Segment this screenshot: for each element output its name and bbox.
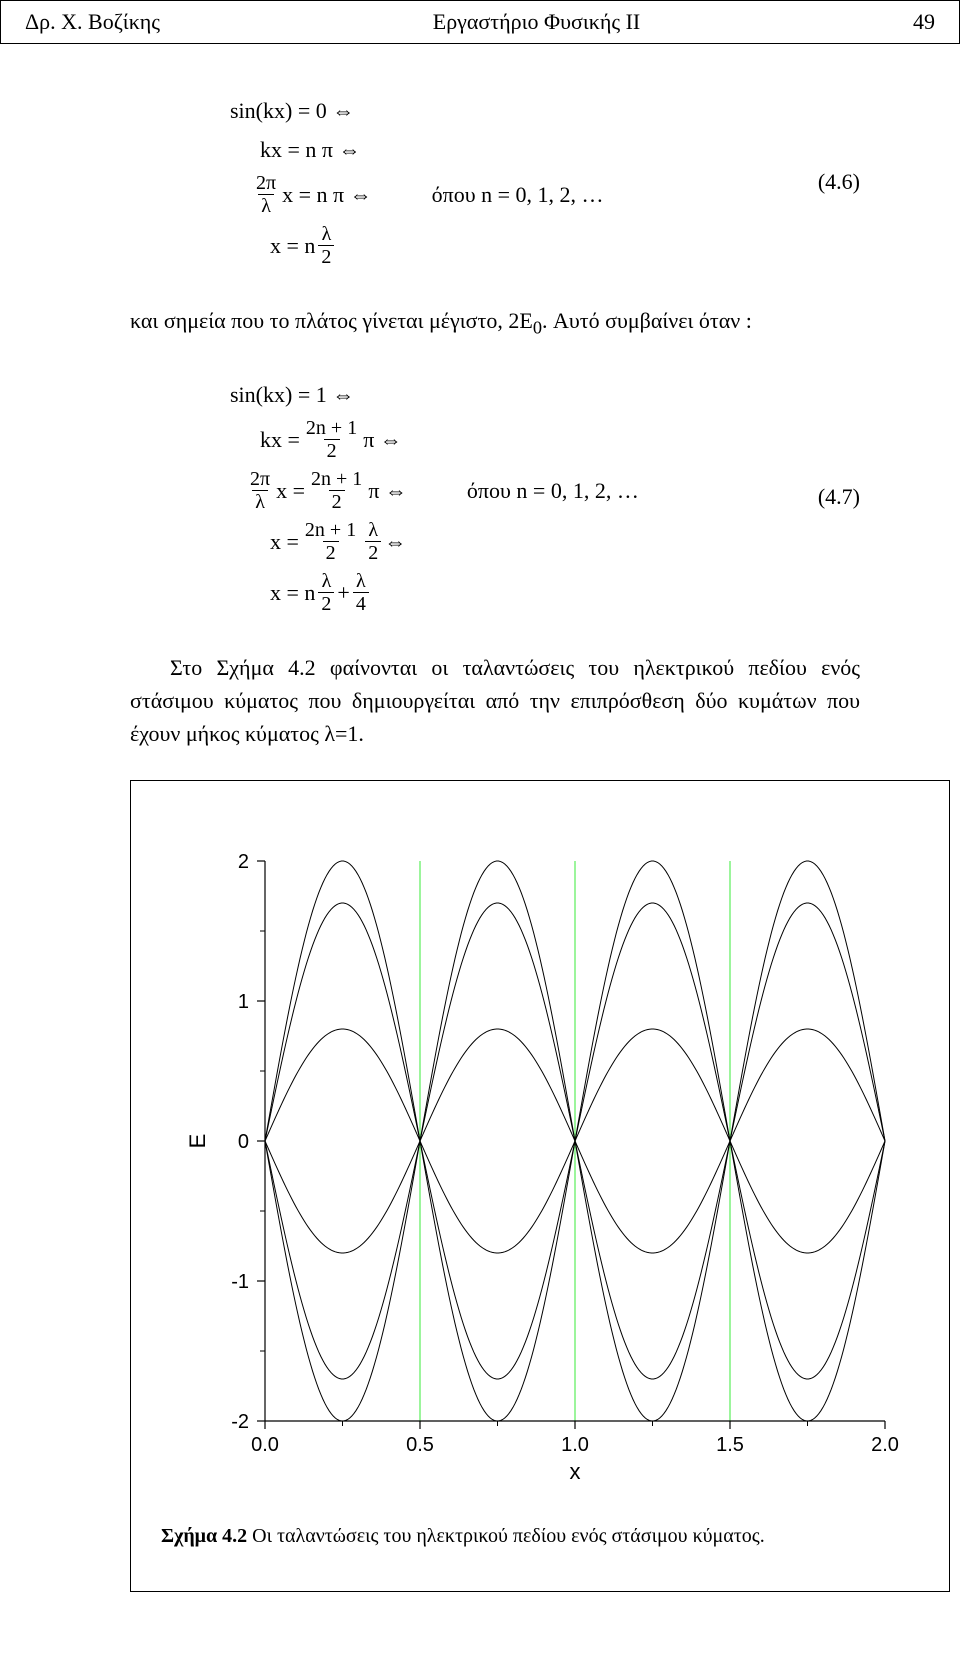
svg-text:-1: -1 <box>231 1271 249 1293</box>
svg-text:-2: -2 <box>231 1411 249 1433</box>
svg-text:2.0: 2.0 <box>871 1434 899 1456</box>
svg-text:0: 0 <box>238 1131 249 1153</box>
frac-lambda-2-c: λ 2 <box>365 519 381 564</box>
eq46-line3: 2π λ x = n π ⇔ όπου n = 0, 1, 2, … <box>230 172 604 217</box>
paragraph-1-suffix: . Αυτό συμβαίνει όταν : <box>542 308 752 333</box>
eq47-line3: 2π λ x = 2n + 1 2 π ⇔ όπου n = 0, 1, 2, … <box>230 468 639 513</box>
page-content: sin(kx) = 0 ⇔ kx = n π ⇔ 2π λ x = n π ⇔ … <box>0 44 960 1622</box>
svg-text:x: x <box>570 1459 581 1484</box>
svg-text:1.5: 1.5 <box>716 1434 744 1456</box>
eq47-where: όπου n = 0, 1, 2, … <box>467 474 639 507</box>
page-header: Δρ. Χ. Βοζίκης Εργαστήριο Φυσικής ΙΙ 49 <box>0 0 960 44</box>
paragraph-1-text: και σημεία που το πλάτος γίνεται μέγιστο… <box>130 308 533 333</box>
frac-lambda-2-d: λ 2 <box>318 570 334 615</box>
svg-text:0.5: 0.5 <box>406 1434 434 1456</box>
svg-text:0.0: 0.0 <box>251 1434 279 1456</box>
frac-2n1-2-b: 2n + 1 2 <box>308 468 365 513</box>
chart-svg: -2 -1 0 1 2 0.0 0.5 1.0 1.5 2.0 x E <box>175 841 905 1491</box>
frac-2pi-lambda: 2π λ <box>253 172 279 217</box>
eq47-line5: x = n λ 2 + λ 4 <box>230 570 639 615</box>
svg-text:2: 2 <box>238 851 249 873</box>
frac-lambda-2: λ 2 <box>318 223 334 268</box>
eq47-line1: sin(kx) = 1 ⇔ <box>230 378 639 411</box>
svg-text:E: E <box>185 1134 210 1149</box>
svg-text:1.0: 1.0 <box>561 1434 589 1456</box>
svg-text:1: 1 <box>238 991 249 1013</box>
eq46-line4: x = n λ 2 <box>230 223 604 268</box>
frac-2pi-lambda-b: 2π λ <box>247 468 273 513</box>
header-author: Δρ. Χ. Βοζίκης <box>25 9 160 35</box>
eq47-number: (4.7) <box>818 480 860 513</box>
frac-lambda-4: λ 4 <box>353 570 369 615</box>
paragraph-1-sub: 0 <box>533 317 542 337</box>
eq47-line4: x = 2n + 1 2 λ 2 ⇔ <box>230 519 639 564</box>
caption-text: Οι ταλαντώσεις του ηλεκτρικού πεδίου ενό… <box>247 1525 765 1547</box>
eq46-where: όπου n = 0, 1, 2, … <box>432 178 604 211</box>
equation-4-7: sin(kx) = 1 ⇔ kx = 2n + 1 2 π ⇔ 2π λ x = <box>130 358 860 635</box>
eq46-number: (4.6) <box>818 165 860 198</box>
paragraph-1: και σημεία που το πλάτος γίνεται μέγιστο… <box>130 304 860 342</box>
header-title: Εργαστήριο Φυσικής ΙΙ <box>160 9 913 35</box>
equation-4-6: sin(kx) = 0 ⇔ kx = n π ⇔ 2π λ x = n π ⇔ … <box>130 74 860 288</box>
standing-wave-chart: -2 -1 0 1 2 0.0 0.5 1.0 1.5 2.0 x E Σχήμα 4.2 Οι τα… <box>130 780 950 1592</box>
paragraph-2: Στο Σχήμα 4.2 φαίνονται οι ταλαντώσεις τ… <box>130 651 860 750</box>
eq46-line2: kx = n π ⇔ <box>230 133 604 166</box>
frac-2n1-2-c: 2n + 1 2 <box>302 519 359 564</box>
caption-label: Σχήμα 4.2 <box>161 1525 247 1547</box>
header-page-number: 49 <box>913 9 935 35</box>
frac-2n1-2-a: 2n + 1 2 <box>303 417 360 462</box>
chart-caption: Σχήμα 4.2 Οι ταλαντώσεις του ηλεκτρικού … <box>161 1521 919 1551</box>
eq47-line2: kx = 2n + 1 2 π ⇔ <box>230 417 639 462</box>
eq46-line1: sin(kx) = 0 ⇔ <box>230 94 604 127</box>
